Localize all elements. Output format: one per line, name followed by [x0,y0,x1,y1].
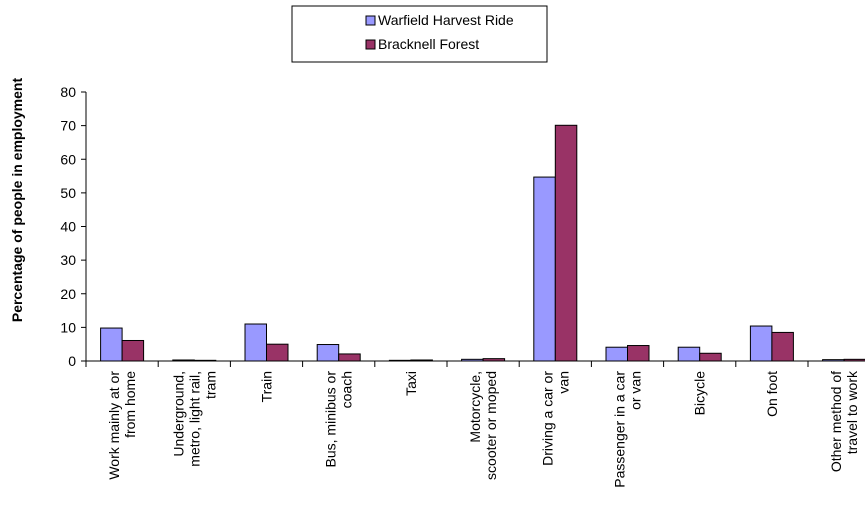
x-category-label: tram [202,371,218,399]
x-category-label: or van [628,371,644,410]
x-category-label: travel to work [844,370,860,454]
x-category-label: Bus, minibus or [323,371,339,468]
legend-swatch-warfield-harvest-ride [365,15,376,26]
legend-swatch-bracknell-forest [365,39,376,50]
bar-warfield-harvest-ride [749,325,773,362]
x-category-label: On foot [764,371,780,417]
bar-warfield-harvest-ride [100,327,123,362]
x-category-label: Other method of [828,371,844,472]
y-axis: 0 10 20 30 40 50 60 70 80 [60,84,87,369]
y-tick-label: 40 [60,219,76,235]
y-tick-label: 60 [60,151,76,167]
legend-label-bracknell-forest: Bracknell Forest [378,36,479,52]
x-category-label: Taxi [403,371,419,396]
bar-warfield-harvest-ride [533,176,556,362]
x-category-label: Bicycle [692,371,708,416]
x-category-label: Train [259,371,275,402]
bar-bracknell-forest [771,331,794,362]
y-tick-label: 30 [60,252,76,268]
y-tick-label: 50 [60,185,76,201]
x-category-label: Motorcycle, [467,371,483,443]
x-category-label: metro, light rail, [186,371,202,467]
x-category-label: from home [122,371,138,438]
bar-warfield-harvest-ride [316,344,340,362]
bar-warfield-harvest-ride [605,346,628,362]
bar-warfield-harvest-ride [244,323,267,362]
x-category-label: Driving a car or [539,371,555,466]
bar-bracknell-forest [121,339,145,362]
y-tick-label: 80 [60,84,76,100]
bar-bracknell-forest [554,124,578,362]
y-tick-label: 20 [60,286,76,302]
x-category-label: scooter or moped [483,371,499,480]
bar-bracknell-forest [338,353,361,362]
bar-bracknell-forest [699,352,722,362]
bars [100,124,865,362]
y-tick-label: 0 [68,353,76,369]
legend-label-warfield-harvest-ride: Warfield Harvest Ride [378,12,514,28]
bar-bracknell-forest [266,343,289,362]
x-category-label: Work mainly at or [106,371,122,480]
y-axis-label: Percentage of people in employment [9,78,25,323]
legend-box [291,5,548,63]
x-category-label: Underground, [170,371,186,457]
x-category-label: van [555,371,571,394]
bar-warfield-harvest-ride [677,346,701,362]
y-tick-label: 10 [60,319,76,335]
y-tick-label: 70 [60,118,76,134]
bar-bracknell-forest [627,345,650,362]
legend: Warfield Harvest Ride Bracknell Forest [291,5,548,63]
x-category-label: coach [339,371,355,408]
x-axis: Work mainly at or from home Underground, me… [85,360,865,488]
x-category-label: Passenger in a car [612,371,628,488]
